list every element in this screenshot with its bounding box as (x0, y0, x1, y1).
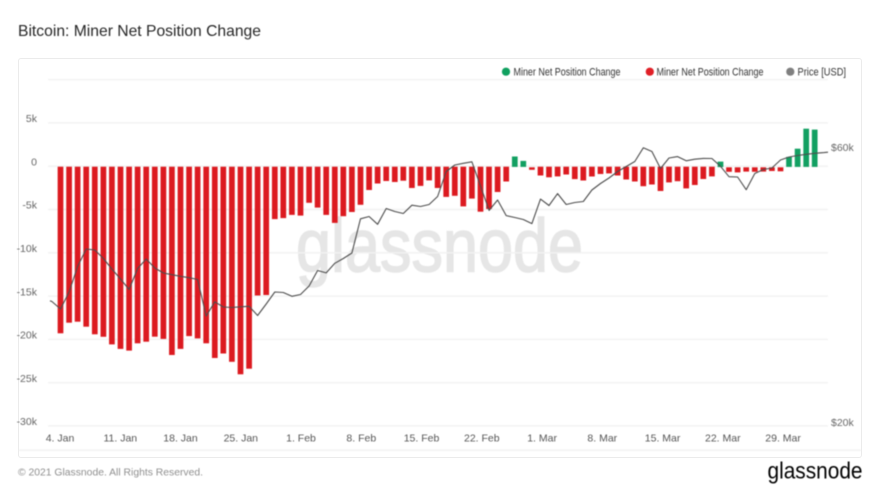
svg-text:Miner Net Position Change: Miner Net Position Change (514, 67, 621, 79)
svg-text:$20k: $20k (831, 417, 855, 429)
svg-text:15. Mar: 15. Mar (645, 433, 681, 445)
svg-text:29. Mar: 29. Mar (765, 433, 801, 445)
svg-text:22. Mar: 22. Mar (705, 433, 741, 445)
svg-text:4. Jan: 4. Jan (46, 433, 75, 445)
svg-text:1. Mar: 1. Mar (527, 433, 557, 445)
svg-text:glassnode: glassnode (296, 204, 583, 288)
svg-text:11. Jan: 11. Jan (103, 433, 137, 445)
svg-text:8. Feb: 8. Feb (346, 433, 376, 445)
svg-text:8. Mar: 8. Mar (587, 433, 617, 445)
svg-text:0: 0 (31, 156, 37, 168)
svg-text:glassnode: glassnode (768, 458, 863, 484)
svg-text:Miner Net Position Change: Miner Net Position Change (657, 67, 764, 79)
svg-text:18. Jan: 18. Jan (163, 433, 198, 445)
svg-text:-10k: -10k (17, 243, 38, 255)
svg-text:1. Feb: 1. Feb (286, 433, 316, 445)
svg-text:25. Jan: 25. Jan (224, 433, 259, 445)
svg-text:15. Feb: 15. Feb (404, 433, 440, 445)
svg-text:© 2021 Glassnode. All Rights R: © 2021 Glassnode. All Rights Reserved. (18, 468, 203, 479)
svg-text:22. Feb: 22. Feb (464, 433, 500, 445)
svg-text:-20k: -20k (17, 330, 38, 342)
svg-text:Bitcoin: Miner Net Position Ch: Bitcoin: Miner Net Position Change (18, 23, 261, 40)
svg-text:$60k: $60k (831, 142, 855, 154)
svg-text:-30k: -30k (17, 416, 38, 428)
svg-text:Price [USD]: Price [USD] (798, 67, 847, 79)
svg-text:-25k: -25k (17, 373, 38, 385)
svg-text:5k: 5k (26, 113, 38, 125)
svg-text:-5k: -5k (22, 200, 37, 212)
svg-text:-15k: -15k (17, 286, 38, 298)
